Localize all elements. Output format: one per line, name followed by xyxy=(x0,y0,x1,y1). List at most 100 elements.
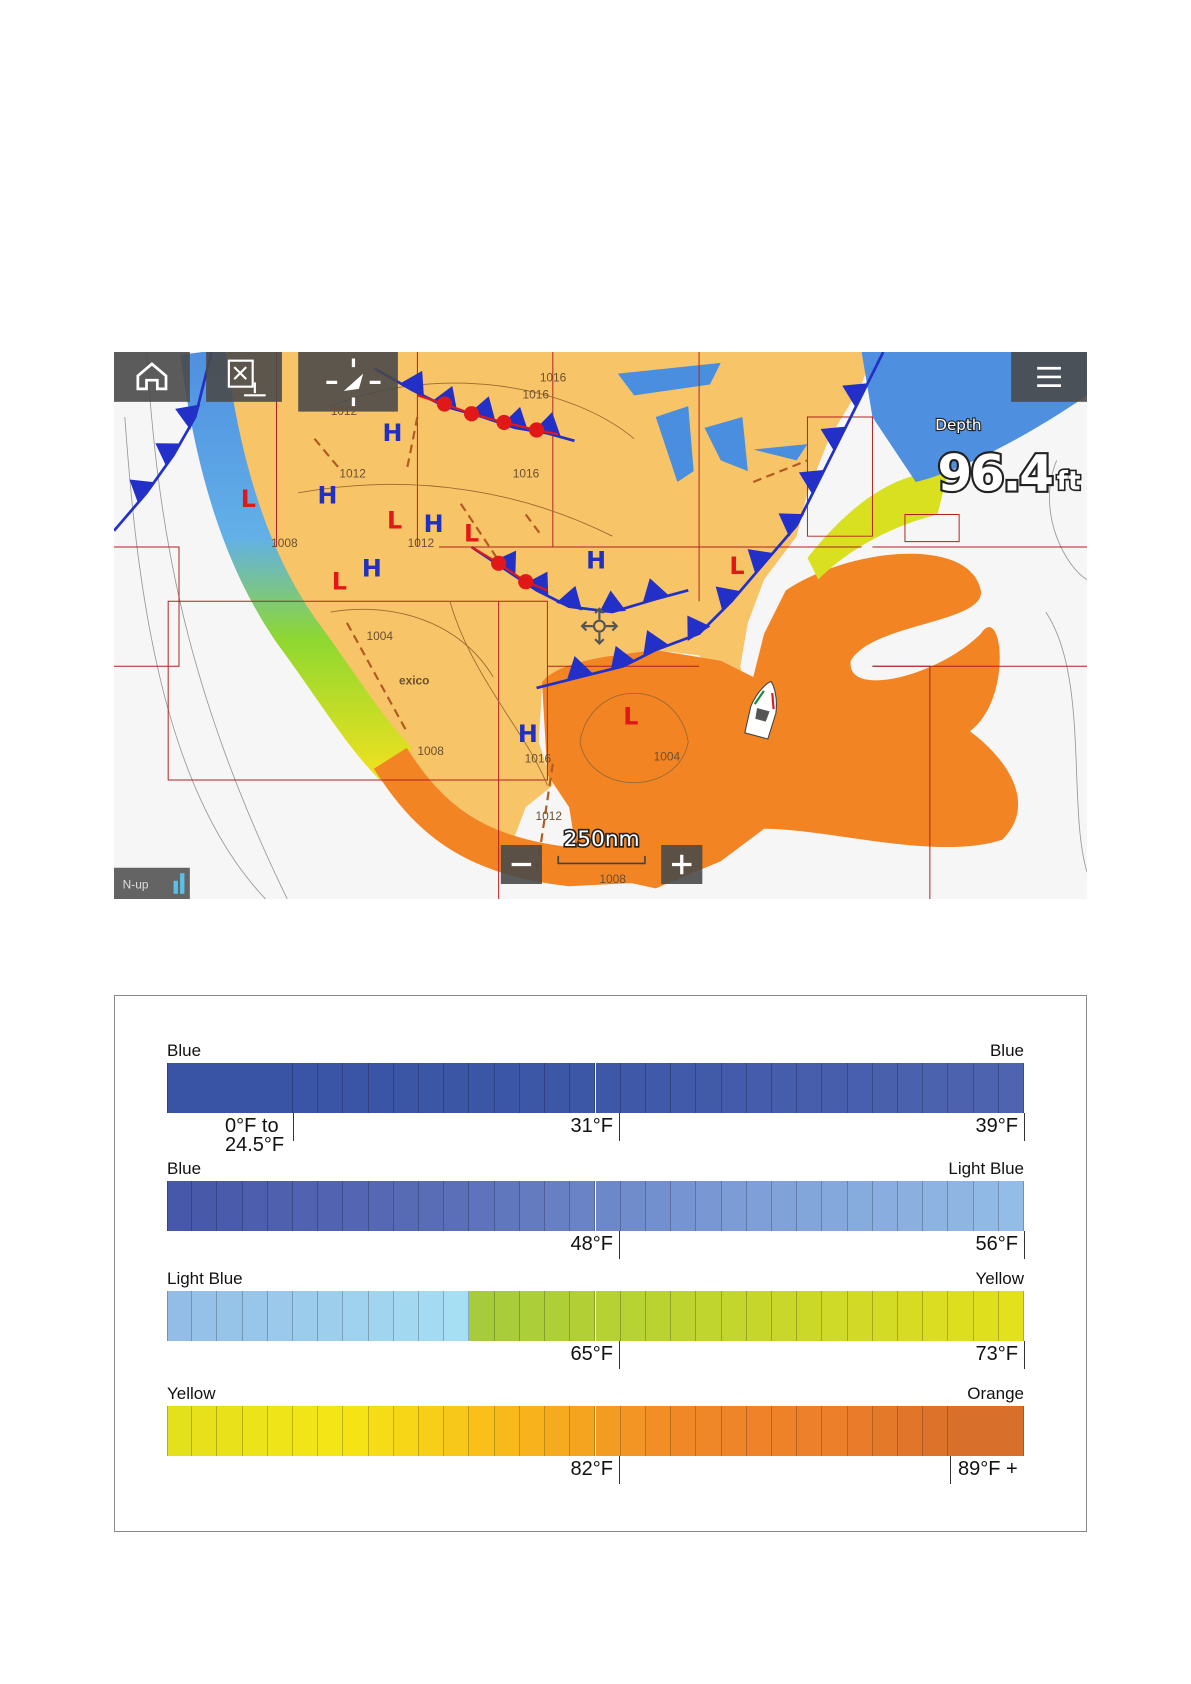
isobar-label: 1012 xyxy=(339,467,366,481)
color-cell xyxy=(998,1291,1024,1341)
tick-mark xyxy=(293,1113,294,1141)
color-cell xyxy=(696,1406,722,1456)
color-cell xyxy=(948,1406,1024,1456)
color-cell xyxy=(872,1063,898,1113)
tick-label: 89°F + xyxy=(958,1458,1018,1480)
menu-button[interactable] xyxy=(1011,352,1087,402)
color-cell xyxy=(343,1406,369,1456)
color-cell xyxy=(570,1063,596,1113)
pressure-label: H xyxy=(382,419,402,447)
color-cell xyxy=(923,1406,949,1456)
isobar-label: 1008 xyxy=(417,744,444,758)
color-cell xyxy=(671,1291,697,1341)
orientation-button[interactable] xyxy=(114,867,190,899)
color-cell xyxy=(293,1406,319,1456)
color-cell xyxy=(872,1291,898,1341)
waypoint-button[interactable] xyxy=(206,352,282,402)
color-cell xyxy=(494,1181,520,1231)
color-cell xyxy=(393,1291,420,1341)
depth-value: 96.4 xyxy=(937,445,1052,503)
pressure-label: L xyxy=(464,520,479,548)
pressure-label: L xyxy=(729,552,744,580)
pressure-label: H xyxy=(317,482,337,510)
color-cell xyxy=(545,1291,571,1341)
color-cell xyxy=(469,1406,495,1456)
color-cell xyxy=(923,1181,949,1231)
tick-label: 65°F xyxy=(570,1343,613,1365)
pressure-label: L xyxy=(241,485,256,513)
isobar-label: 1016 xyxy=(513,467,540,481)
isobar-label: 1012 xyxy=(331,404,358,418)
color-cell xyxy=(897,1181,924,1231)
color-cell xyxy=(671,1406,697,1456)
color-cell xyxy=(771,1291,798,1341)
tick-label: 31°F xyxy=(570,1115,613,1137)
color-cell xyxy=(570,1181,596,1231)
color-cell xyxy=(721,1291,747,1341)
tick-label: 82°F xyxy=(570,1458,613,1480)
color-cell xyxy=(393,1406,420,1456)
color-cell xyxy=(897,1063,924,1113)
color-cell xyxy=(318,1063,344,1113)
pressure-label: L xyxy=(332,567,347,595)
color-cell xyxy=(343,1063,369,1113)
color-cell xyxy=(368,1181,394,1231)
color-cell xyxy=(696,1291,722,1341)
scale-end-label: Yellow xyxy=(975,1269,1024,1288)
color-cell xyxy=(721,1181,747,1231)
color-cell xyxy=(519,1063,546,1113)
color-cell xyxy=(444,1406,470,1456)
color-cell xyxy=(696,1063,722,1113)
scale-start-label: Blue xyxy=(167,1159,202,1178)
color-cell xyxy=(545,1063,571,1113)
color-cell xyxy=(847,1063,873,1113)
color-cell xyxy=(217,1291,243,1341)
color-cell xyxy=(822,1181,848,1231)
color-cell xyxy=(620,1063,646,1113)
color-cell xyxy=(242,1181,268,1231)
home-button[interactable] xyxy=(114,352,190,402)
color-cell xyxy=(192,1291,218,1341)
color-cell xyxy=(797,1406,823,1456)
isobar-label: 1012 xyxy=(535,809,562,823)
color-cell xyxy=(469,1291,495,1341)
cursor[interactable] xyxy=(580,607,619,645)
find-ship-button[interactable] xyxy=(298,352,398,412)
color-cell xyxy=(267,1181,294,1231)
tick-mark xyxy=(619,1113,620,1141)
tick-label: 0°F to 24.5°F xyxy=(225,1115,285,1156)
tick-mark xyxy=(1024,1231,1025,1259)
color-cell xyxy=(746,1063,772,1113)
scale-end-label: Light Blue xyxy=(948,1159,1024,1178)
scale-label: 250nm xyxy=(563,827,639,852)
boat[interactable] xyxy=(744,678,784,740)
color-cell xyxy=(696,1181,722,1231)
color-cell xyxy=(822,1406,848,1456)
color-cell xyxy=(444,1181,470,1231)
scale-start-label: Blue xyxy=(167,1041,202,1060)
tick-label: 73°F xyxy=(975,1343,1018,1365)
color-cell xyxy=(595,1291,621,1341)
color-cell xyxy=(771,1063,798,1113)
isobar-label: 1008 xyxy=(271,536,298,550)
tick-mark xyxy=(619,1231,620,1259)
orientation-label: N-up xyxy=(123,877,149,891)
cold-front xyxy=(536,352,885,690)
color-cell xyxy=(494,1063,520,1113)
sst-gulf-atlantic xyxy=(541,553,1019,889)
color-cell xyxy=(746,1181,772,1231)
warm-front xyxy=(417,394,559,438)
zoom-out-button[interactable] xyxy=(500,844,542,884)
tick-mark xyxy=(950,1456,951,1484)
chart-boundaries xyxy=(114,352,1087,899)
pressure-label: H xyxy=(362,554,382,582)
color-cell xyxy=(948,1063,974,1113)
tick-label: 56°F xyxy=(975,1233,1018,1255)
zoom-in-button[interactable] xyxy=(661,844,703,884)
isobar-label: 1012 xyxy=(408,536,435,550)
color-cell xyxy=(746,1406,772,1456)
color-cell xyxy=(368,1063,394,1113)
color-cell xyxy=(620,1406,646,1456)
